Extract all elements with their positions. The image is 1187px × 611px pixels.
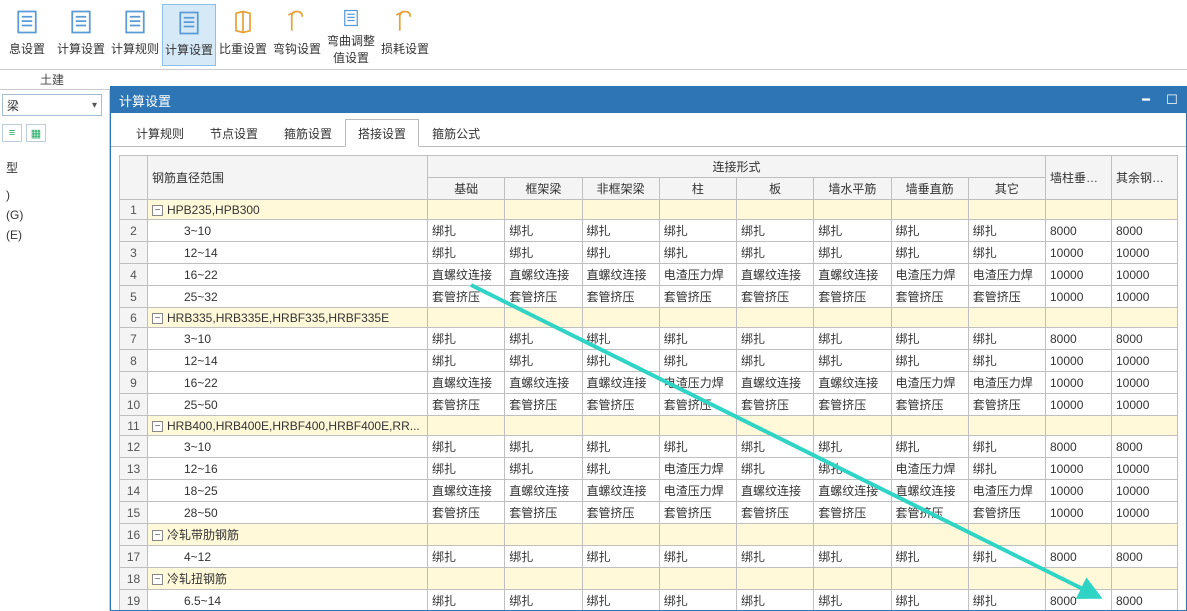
table-row[interactable]: 15 28~50套管挤压套管挤压套管挤压套管挤压套管挤压套管挤压套管挤压套管挤压…	[120, 502, 1178, 524]
table-row[interactable]: 12 3~10绑扎绑扎绑扎绑扎绑扎绑扎绑扎绑扎80008000	[120, 436, 1178, 458]
left-item[interactable]: (G)	[2, 205, 107, 225]
ribbon-btn-label: 比重设置	[219, 40, 267, 57]
table-group-row[interactable]: 11 −HRB400,HRB400E,HRBF400,HRBF400E,RR..…	[120, 416, 1178, 436]
table-row[interactable]: 4 16~22直螺纹连接直螺纹连接直螺纹连接电渣压力焊直螺纹连接直螺纹连接电渣压…	[120, 264, 1178, 286]
ribbon-btn-label: 损耗设置	[381, 40, 429, 57]
left-item[interactable]: )	[2, 185, 107, 205]
minimize-icon[interactable]: ━	[1140, 92, 1152, 108]
dialog-tabs: 计算规则节点设置箍筋设置搭接设置箍筋公式	[111, 119, 1186, 147]
table-row[interactable]: 17 4~12绑扎绑扎绑扎绑扎绑扎绑扎绑扎绑扎80008000	[120, 546, 1178, 568]
window-controls: ━ ☐	[1140, 92, 1178, 108]
settings-dialog: 计算设置 ━ ☐ 计算规则节点设置箍筋设置搭接设置箍筋公式 钢筋直径范围 连接形…	[110, 86, 1187, 611]
ribbon-btn-0[interactable]: 息设置	[0, 4, 54, 66]
chevron-down-icon: ▾	[92, 100, 97, 111]
table-group-row[interactable]: 16 −冷轧带肋钢筋	[120, 524, 1178, 546]
collapse-icon[interactable]: −	[152, 574, 163, 585]
ribbon-btn-label: 计算设置	[165, 41, 213, 58]
left-item[interactable]: 型	[2, 156, 107, 179]
table-row[interactable]: 2 3~10绑扎绑扎绑扎绑扎绑扎绑扎绑扎绑扎80008000	[120, 220, 1178, 242]
table-group-row[interactable]: 1 −HPB235,HPB300	[120, 200, 1178, 220]
dialog-titlebar: 计算设置 ━ ☐	[111, 87, 1186, 113]
table-row[interactable]: 10 25~50套管挤压套管挤压套管挤压套管挤压套管挤压套管挤压套管挤压套管挤压…	[120, 394, 1178, 416]
table-row[interactable]: 5 25~32套管挤压套管挤压套管挤压套管挤压套管挤压套管挤压套管挤压套管挤压1…	[120, 286, 1178, 308]
ribbon-btn-label: 计算设置	[57, 40, 105, 57]
tab-4[interactable]: 箍筋公式	[419, 119, 493, 146]
list-icon[interactable]: ≡	[2, 124, 22, 142]
collapse-icon[interactable]: −	[152, 421, 163, 432]
left-dropdown[interactable]: 梁 ▾	[2, 94, 102, 116]
table-row[interactable]: 9 16~22直螺纹连接直螺纹连接直螺纹连接电渣压力焊直螺纹连接直螺纹连接电渣压…	[120, 372, 1178, 394]
dialog-title-text: 计算设置	[119, 91, 171, 110]
left-list: 型)(G)(E)	[0, 146, 109, 249]
ribbon-btn-label: 弯钩设置	[273, 40, 321, 57]
left-item[interactable]: (E)	[2, 225, 107, 245]
collapse-icon[interactable]: −	[152, 530, 163, 541]
ribbon-btn-2[interactable]: 计算规则	[108, 4, 162, 66]
ribbon-btn-6[interactable]: 弯曲调整值设置	[324, 4, 378, 66]
tab-0[interactable]: 计算规则	[123, 119, 197, 146]
ribbon-btn-1[interactable]: 计算设置	[54, 4, 108, 66]
ribbon-toolbar: 息设置计算设置计算规则计算设置比重设置弯钩设置弯曲调整值设置损耗设置	[0, 0, 1187, 70]
ribbon-btn-4[interactable]: 比重设置	[216, 4, 270, 66]
table-group-row[interactable]: 18 −冷轧扭钢筋	[120, 568, 1178, 590]
ribbon-btn-7[interactable]: 损耗设置	[378, 4, 432, 66]
maximize-icon[interactable]: ☐	[1166, 92, 1178, 108]
settings-table[interactable]: 钢筋直径范围 连接形式 墙柱垂直筋定尺 其余钢筋定尺 基础框架梁非框架梁柱板墙水…	[119, 155, 1178, 610]
ribbon-btn-3[interactable]: 计算设置	[162, 4, 216, 66]
ribbon-btn-label: 计算规则	[111, 40, 159, 57]
tab-1[interactable]: 节点设置	[197, 119, 271, 146]
ribbon-btn-label: 弯曲调整值设置	[324, 32, 378, 66]
left-panel: 梁 ▾ ≡ ▦ 型)(G)(E)	[0, 90, 110, 611]
grid-icon[interactable]: ▦	[26, 124, 46, 142]
table-group-row[interactable]: 6 −HRB335,HRB335E,HRBF335,HRBF335E	[120, 308, 1178, 328]
collapse-icon[interactable]: −	[152, 205, 163, 216]
ribbon-btn-5[interactable]: 弯钩设置	[270, 4, 324, 66]
table-wrap: 钢筋直径范围 连接形式 墙柱垂直筋定尺 其余钢筋定尺 基础框架梁非框架梁柱板墙水…	[111, 147, 1186, 610]
left-dropdown-value: 梁	[7, 97, 19, 114]
ribbon-btn-label: 息设置	[9, 40, 45, 57]
table-row[interactable]: 8 12~14绑扎绑扎绑扎绑扎绑扎绑扎绑扎绑扎1000010000	[120, 350, 1178, 372]
table-row[interactable]: 14 18~25直螺纹连接直螺纹连接直螺纹连接电渣压力焊直螺纹连接直螺纹连接直螺…	[120, 480, 1178, 502]
table-row[interactable]: 3 12~14绑扎绑扎绑扎绑扎绑扎绑扎绑扎绑扎1000010000	[120, 242, 1178, 264]
left-icon-row: ≡ ▦	[0, 120, 109, 146]
tab-2[interactable]: 箍筋设置	[271, 119, 345, 146]
category-label: 土建	[40, 71, 64, 88]
table-row[interactable]: 19 6.5~14绑扎绑扎绑扎绑扎绑扎绑扎绑扎绑扎80008000	[120, 590, 1178, 611]
table-row[interactable]: 13 12~16绑扎绑扎绑扎电渣压力焊绑扎绑扎电渣压力焊绑扎1000010000	[120, 458, 1178, 480]
tab-3[interactable]: 搭接设置	[345, 119, 419, 147]
table-row[interactable]: 7 3~10绑扎绑扎绑扎绑扎绑扎绑扎绑扎绑扎80008000	[120, 328, 1178, 350]
collapse-icon[interactable]: −	[152, 313, 163, 324]
